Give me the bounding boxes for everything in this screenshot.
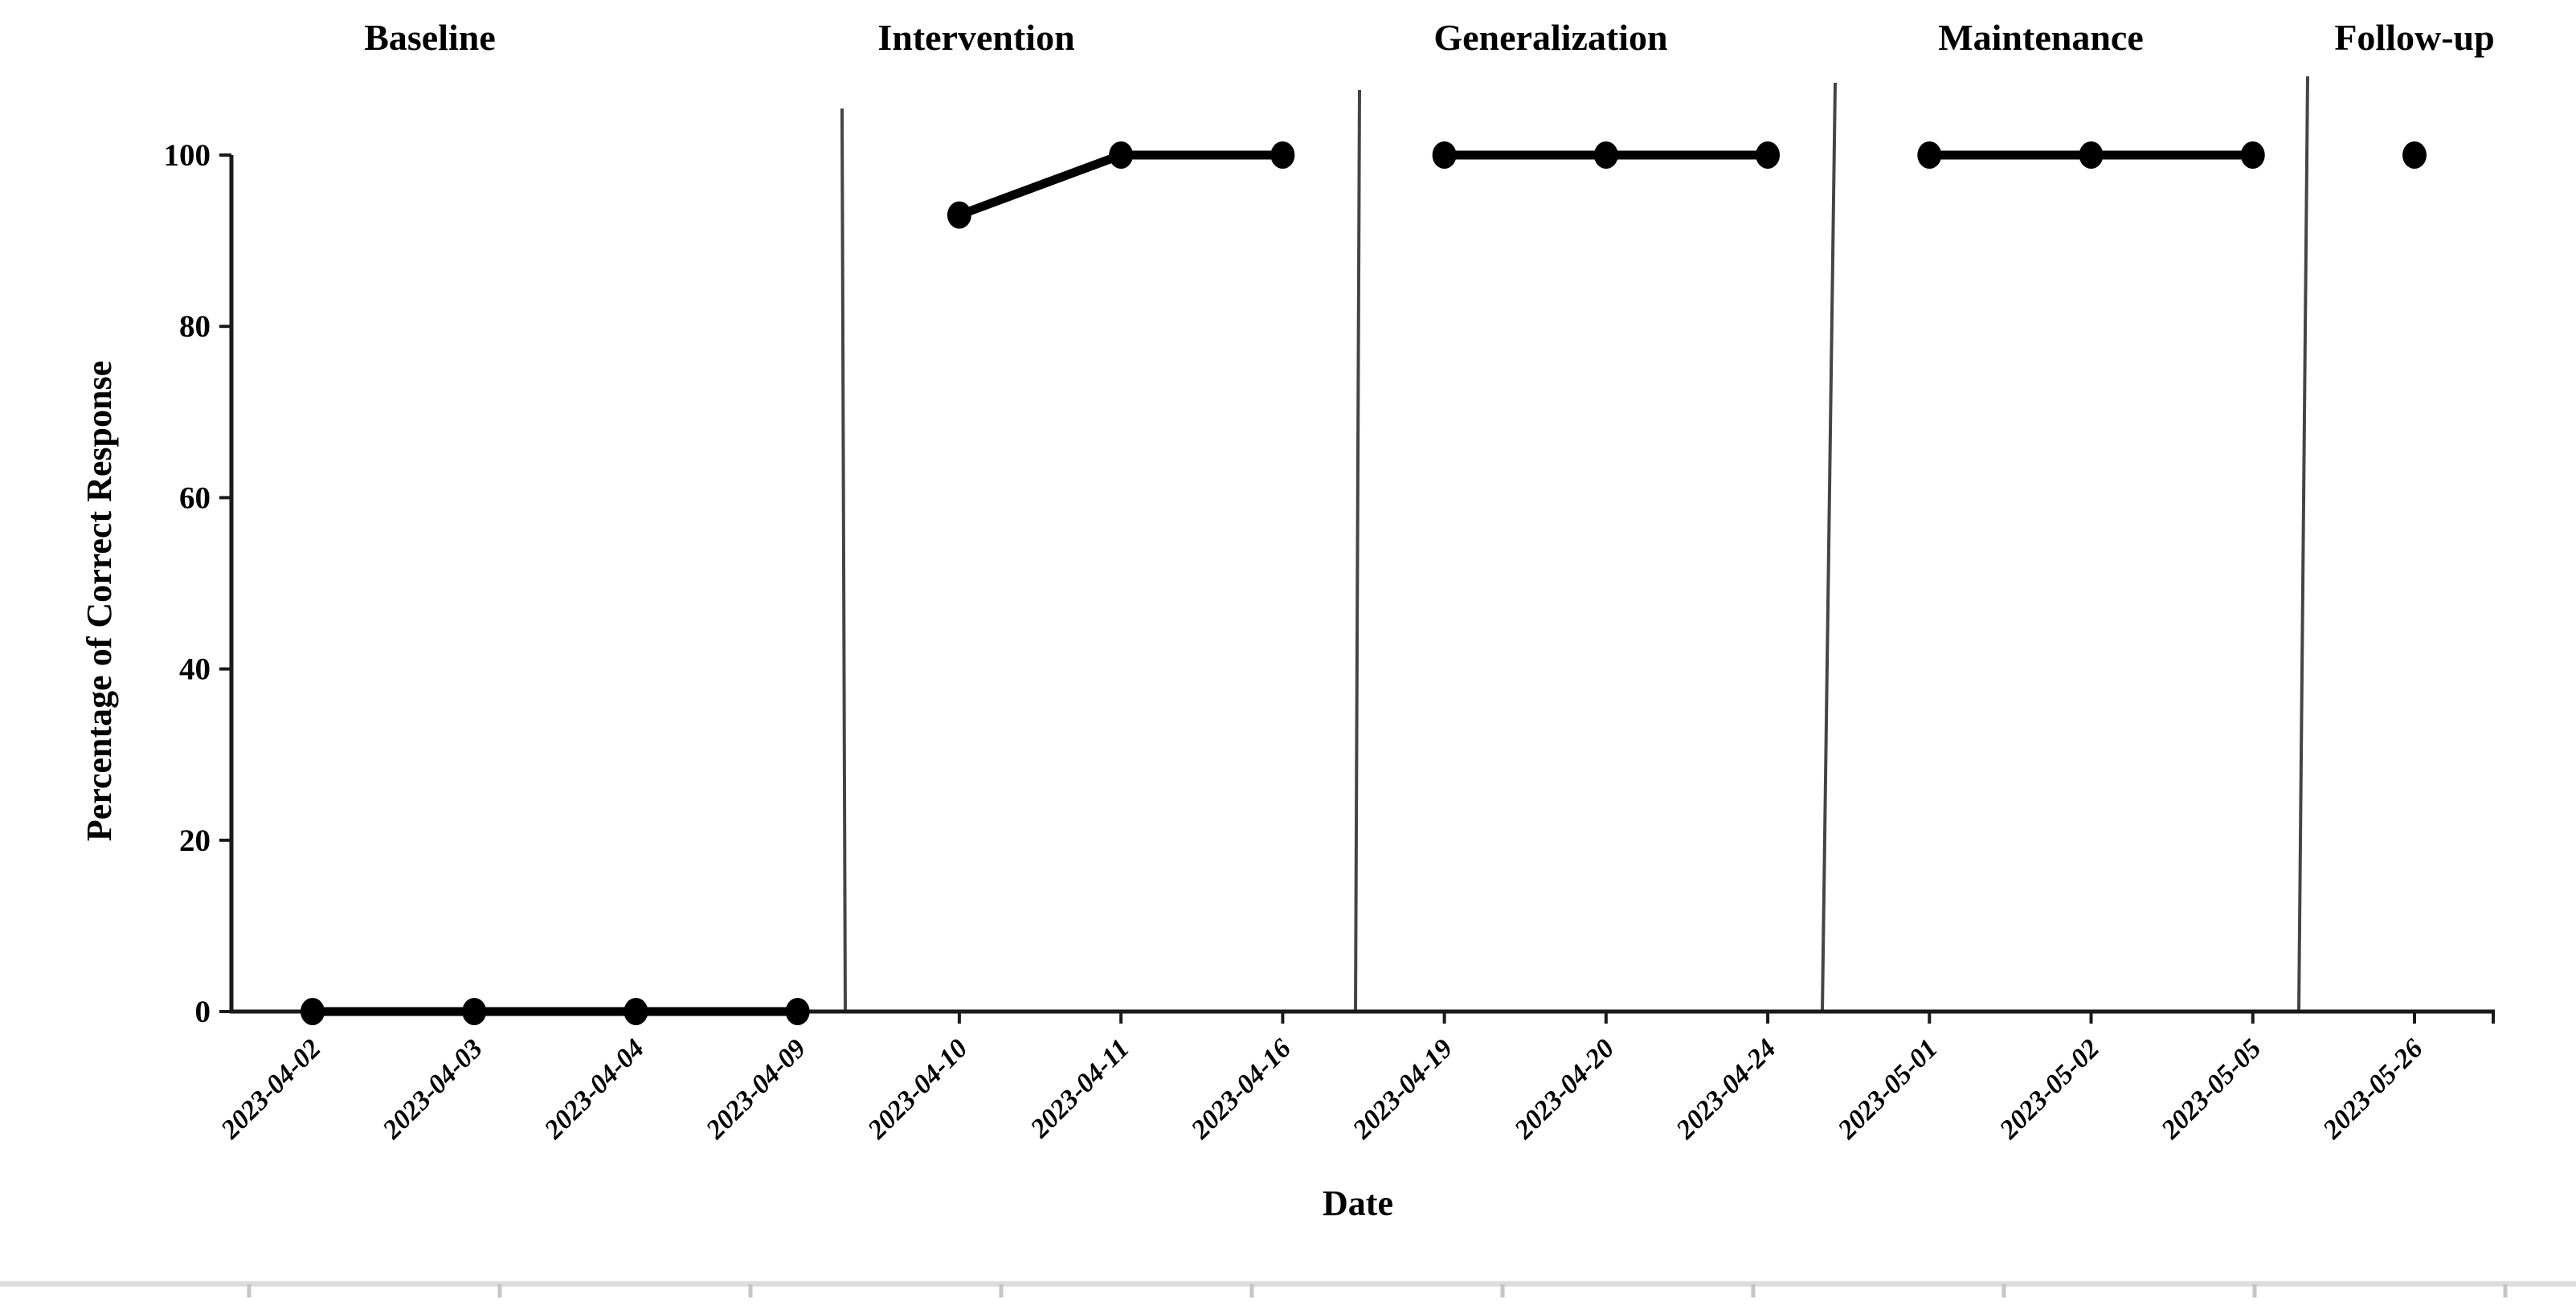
data-point-marker — [1109, 141, 1134, 169]
data-point-marker — [1432, 141, 1457, 169]
data-point-marker — [1593, 141, 1618, 169]
data-point-marker — [785, 998, 810, 1025]
y-tick-label: 60 — [179, 480, 211, 515]
data-point-marker — [947, 201, 971, 229]
phase-divider-line — [1354, 89, 1361, 1012]
phase-label: Follow-up — [2334, 17, 2494, 58]
x-tick-label: 2023-04-20 — [1508, 1033, 1620, 1145]
phase-divider-line — [1821, 82, 1837, 1012]
x-tick-label: 2023-05-02 — [1993, 1033, 2105, 1145]
phase-label: Intervention — [877, 17, 1074, 58]
y-tick-label: 80 — [179, 309, 211, 344]
phase-label: Baseline — [364, 17, 496, 58]
data-point-marker — [624, 998, 648, 1025]
y-axis-title: Percentage of Correct Response — [80, 361, 119, 841]
phase-label: Generalization — [1433, 17, 1667, 58]
y-tick-label: 20 — [179, 824, 211, 858]
phase-divider-line — [2297, 76, 2309, 1012]
x-tick-label: 2023-04-16 — [1185, 1033, 1297, 1145]
x-tick-label: 2023-04-24 — [1670, 1033, 1782, 1145]
x-tick-label: 2023-04-11 — [1024, 1033, 1135, 1144]
x-axis-title: Date — [1323, 1183, 1393, 1223]
y-tick-label: 0 — [195, 995, 211, 1029]
x-tick-label: 2023-05-01 — [1832, 1033, 1944, 1145]
phase-divider-line — [840, 108, 847, 1012]
data-point-marker — [462, 998, 487, 1025]
x-tick-label: 2023-05-05 — [2155, 1033, 2267, 1145]
data-point-marker — [2079, 141, 2104, 169]
x-tick-label: 2023-04-02 — [215, 1033, 327, 1145]
x-tick-label: 2023-04-10 — [862, 1033, 974, 1145]
data-point-marker — [1756, 141, 1781, 169]
data-point-marker — [2240, 141, 2265, 169]
data-point-marker — [1917, 141, 1942, 169]
x-tick-label: 2023-04-04 — [538, 1033, 650, 1145]
y-tick-label: 100 — [164, 138, 211, 173]
data-point-marker — [2402, 141, 2427, 169]
x-tick-label: 2023-04-19 — [1347, 1033, 1458, 1145]
x-tick-label: 2023-05-26 — [2317, 1033, 2429, 1145]
x-tick-label: 2023-04-03 — [377, 1033, 489, 1145]
y-tick-label: 40 — [179, 652, 211, 687]
data-point-marker — [1270, 141, 1295, 169]
data-point-marker — [301, 998, 325, 1025]
phase-label: Maintenance — [1938, 17, 2144, 58]
x-tick-label: 2023-04-09 — [700, 1033, 812, 1145]
